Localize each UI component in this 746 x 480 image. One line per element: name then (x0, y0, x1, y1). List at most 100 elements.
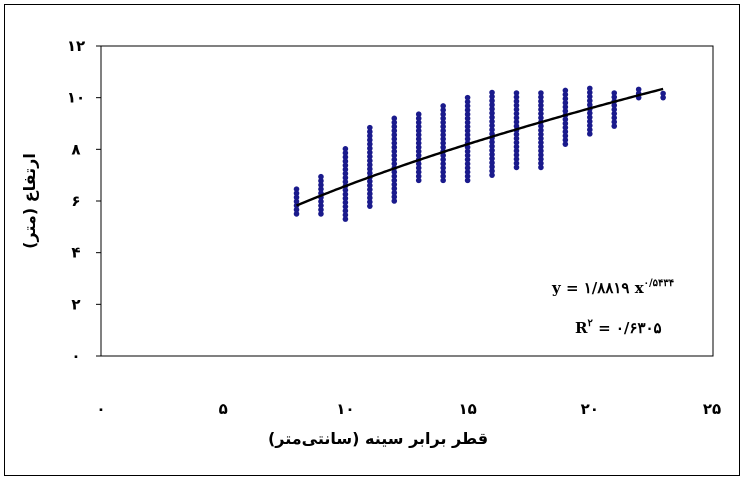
data-point (440, 127, 446, 134)
data-point (464, 119, 471, 126)
data-point (342, 199, 349, 206)
data-point (318, 198, 324, 205)
data-point (513, 156, 520, 162)
data-point (391, 169, 398, 175)
data-point (489, 151, 495, 158)
data-point (489, 102, 495, 108)
data-point (562, 108, 569, 114)
data-point (391, 127, 398, 134)
data-point (293, 186, 300, 192)
data-point (587, 110, 593, 116)
data-point (513, 98, 520, 105)
data-point (464, 148, 471, 155)
data-point (562, 104, 569, 110)
data-point (415, 119, 422, 126)
data-point (440, 103, 446, 109)
data-point (367, 186, 373, 193)
data-point (587, 85, 593, 92)
data-point (489, 155, 495, 162)
data-point (513, 152, 520, 158)
data-point (587, 89, 593, 96)
data-point (342, 203, 349, 210)
data-point (464, 161, 471, 167)
data-point (489, 168, 495, 174)
data-point (318, 202, 324, 209)
data-point (489, 164, 495, 170)
data-point (587, 102, 593, 108)
data-point (464, 127, 471, 134)
data-point (464, 132, 471, 138)
y-axis: ۰ ۲ ۴ ۶ ۸ ۱۰ ۱۲ (67, 37, 101, 365)
data-point (464, 136, 471, 142)
data-point (415, 132, 422, 138)
data-point (464, 177, 471, 184)
data-point (513, 143, 520, 150)
data-point (367, 170, 373, 176)
data-point (440, 111, 446, 117)
data-point (464, 123, 471, 130)
data-point (611, 119, 618, 125)
data-point (293, 198, 300, 205)
data-point (464, 165, 471, 171)
data-point (342, 195, 349, 202)
data-point (538, 123, 544, 129)
data-point (440, 161, 446, 167)
data-point (440, 119, 446, 126)
x-axis-title: قطر برابر سینه (سانتی‌متر) (268, 429, 488, 448)
data-point (342, 162, 349, 169)
data-point (367, 199, 373, 205)
data-point (513, 119, 520, 125)
x-tick-label: ۱۰ (336, 400, 354, 418)
data-point (415, 148, 422, 155)
data-point (513, 131, 520, 138)
data-point (611, 102, 618, 109)
data-point (318, 182, 324, 188)
data-point (611, 90, 618, 96)
data-point (293, 190, 300, 197)
data-point (538, 148, 544, 154)
data-point (464, 103, 471, 109)
data-point (489, 147, 495, 154)
x-tick-label: ۵ (219, 400, 228, 418)
data-point (538, 160, 544, 167)
data-point (513, 135, 520, 142)
data-point (513, 123, 520, 129)
data-point (562, 124, 569, 131)
data-point (562, 137, 569, 143)
data-point (464, 99, 471, 105)
data-point (342, 166, 349, 173)
data-point (440, 169, 446, 175)
data-point (562, 141, 569, 147)
data-point (440, 156, 446, 163)
data-points (293, 85, 666, 222)
data-point (367, 178, 373, 185)
data-point (415, 152, 422, 159)
y-tick-label: ۰ (71, 347, 80, 365)
data-point (367, 157, 373, 164)
data-point (415, 127, 422, 134)
data-point (489, 143, 495, 150)
chart-frame (4, 4, 740, 476)
data-point (513, 94, 520, 100)
data-point (489, 89, 495, 96)
data-point (367, 145, 373, 152)
data-point (391, 161, 398, 167)
data-point (367, 162, 373, 168)
data-point (415, 140, 422, 146)
data-point (367, 124, 373, 131)
data-point (464, 156, 471, 163)
y-tick-label: ۱۰ (67, 89, 85, 107)
data-point (489, 126, 495, 133)
plot-area (100, 45, 714, 357)
data-point (342, 158, 349, 165)
data-point (611, 110, 618, 117)
data-point (342, 216, 349, 222)
data-point (538, 98, 544, 105)
data-point (464, 152, 471, 159)
data-point (513, 115, 520, 121)
y-tick-label: ۲ (71, 295, 80, 313)
data-point (391, 156, 398, 163)
y-axis-title: ارتفاع (متر) (20, 153, 39, 249)
data-point (538, 115, 544, 121)
data-point (587, 114, 593, 121)
